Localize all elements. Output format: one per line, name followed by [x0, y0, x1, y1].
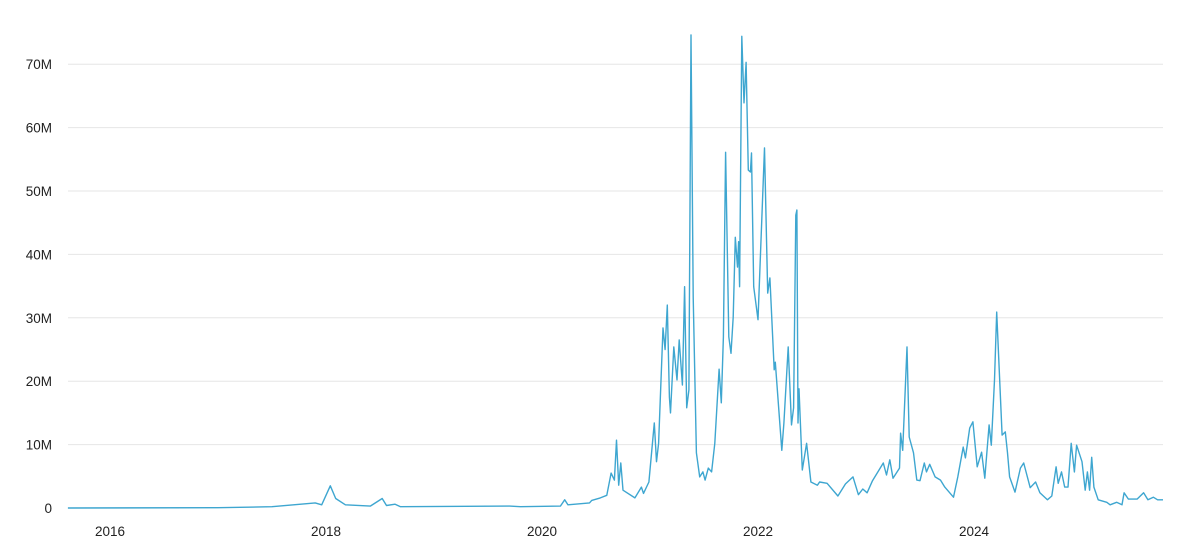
x-tick-label: 2018	[311, 524, 341, 539]
y-tick-label: 10M	[26, 438, 52, 453]
gridlines	[68, 63, 1163, 446]
x-tick-label: 2024	[959, 524, 990, 539]
x-tick-label: 2020	[527, 524, 557, 539]
y-axis-ticks: 0 10M 20M 30M 40M 50M 60M 70M	[26, 57, 52, 516]
y-tick-label: 50M	[26, 184, 52, 199]
x-axis-ticks: 2016 2018 2020 2022 2024	[95, 524, 990, 539]
x-tick-label: 2016	[95, 524, 125, 539]
series-line	[67, 34, 1163, 509]
y-tick-label: 40M	[26, 247, 52, 262]
y-tick-label: 70M	[26, 57, 52, 72]
x-tick-label: 2022	[743, 524, 773, 539]
y-tick-label: 60M	[26, 121, 52, 136]
y-tick-label: 0	[44, 501, 52, 516]
y-tick-label: 30M	[26, 311, 52, 326]
y-tick-label: 20M	[26, 374, 52, 389]
